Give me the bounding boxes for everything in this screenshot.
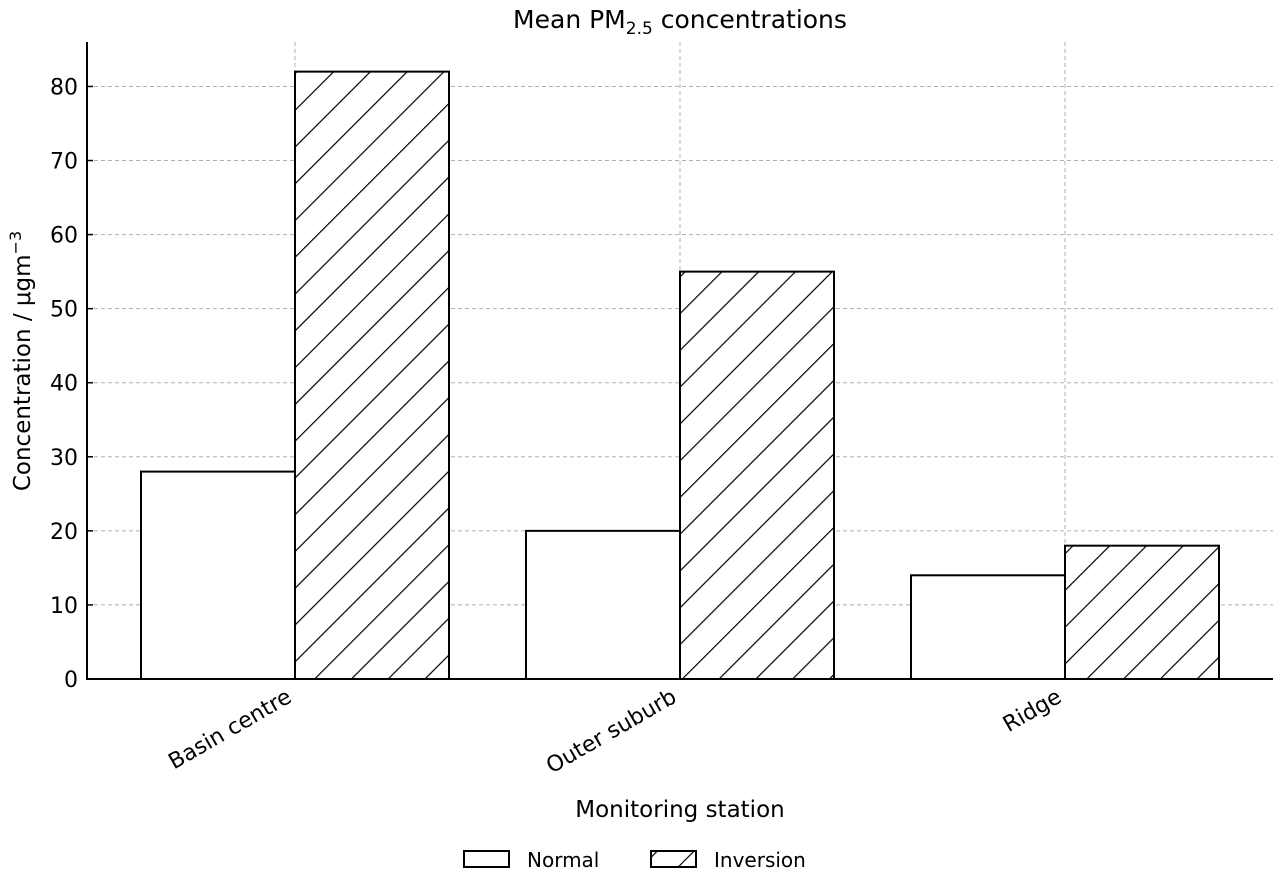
bars	[140, 70, 1220, 681]
chart-title: Mean PM2.5 concentrations	[513, 5, 847, 39]
legend-label-inversion: Inversion	[714, 848, 806, 872]
y-tick-label: 60	[50, 224, 78, 249]
y-tick-label: 10	[50, 594, 78, 619]
bar-inversion-basin-centre	[294, 70, 450, 680]
y-tick-label: 50	[50, 298, 78, 323]
bar-normal-outer-suburb	[525, 529, 681, 681]
x-ticks: Basin centre Outer suburb Ridge	[165, 673, 1066, 779]
bar-normal-basin-centre	[140, 470, 296, 680]
y-tick-label: 70	[50, 150, 78, 175]
x-tick-label: Outer suburb	[542, 685, 681, 780]
legend: Normal Inversion	[463, 848, 806, 872]
x-tick-label: Ridge	[999, 685, 1066, 738]
y-tick-label: 80	[50, 75, 78, 100]
bar-inversion-outer-suburb	[679, 270, 835, 680]
y-tick-label: 0	[64, 668, 78, 693]
x-tick-label: Basin centre	[165, 685, 296, 775]
legend-swatch-normal	[463, 850, 510, 868]
bar-inversion-ridge	[1064, 544, 1220, 681]
y-axis-label: Concentration / μgm−3	[6, 231, 36, 491]
bar-normal-ridge	[910, 574, 1066, 680]
y-tick-label: 40	[50, 372, 78, 397]
y-tick-label: 30	[50, 446, 78, 471]
x-axis-label: Monitoring station	[575, 797, 784, 823]
y-tick-label: 20	[50, 520, 78, 545]
y-ticks: 0 10 20 30 40 50 60 70 80	[50, 75, 93, 693]
legend-label-normal: Normal	[527, 848, 599, 872]
legend-swatch-inversion	[650, 850, 697, 868]
